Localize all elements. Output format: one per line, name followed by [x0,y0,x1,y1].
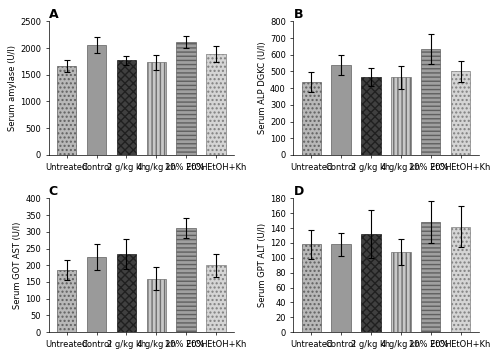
Bar [421,222,440,332]
Text: B: B [294,8,303,21]
Y-axis label: Serum amylase (U/l): Serum amylase (U/l) [8,45,18,131]
Y-axis label: Serum GPT ALT (U/l): Serum GPT ALT (U/l) [258,223,267,307]
Bar [206,265,226,332]
Bar [57,66,76,155]
Bar [451,71,470,155]
Bar [451,227,470,332]
Bar [362,77,380,155]
Bar [57,270,76,332]
Bar [87,257,106,332]
Text: D: D [294,185,304,198]
Bar [302,82,321,155]
Bar [362,234,380,332]
Text: A: A [48,8,58,21]
Bar [421,49,440,155]
Y-axis label: Serum ALP DGKC (U/l): Serum ALP DGKC (U/l) [258,42,267,135]
Bar [302,245,321,332]
Bar [146,278,166,332]
Y-axis label: Serum GOT AST (U/l): Serum GOT AST (U/l) [14,222,22,309]
Bar [116,60,136,155]
Bar [332,65,351,155]
Bar [176,228,196,332]
Bar [87,45,106,155]
Text: C: C [48,185,58,198]
Bar [206,54,226,155]
Bar [391,252,410,332]
Bar [116,253,136,332]
Bar [146,62,166,155]
Bar [176,42,196,155]
Bar [332,245,351,332]
Bar [391,77,410,155]
